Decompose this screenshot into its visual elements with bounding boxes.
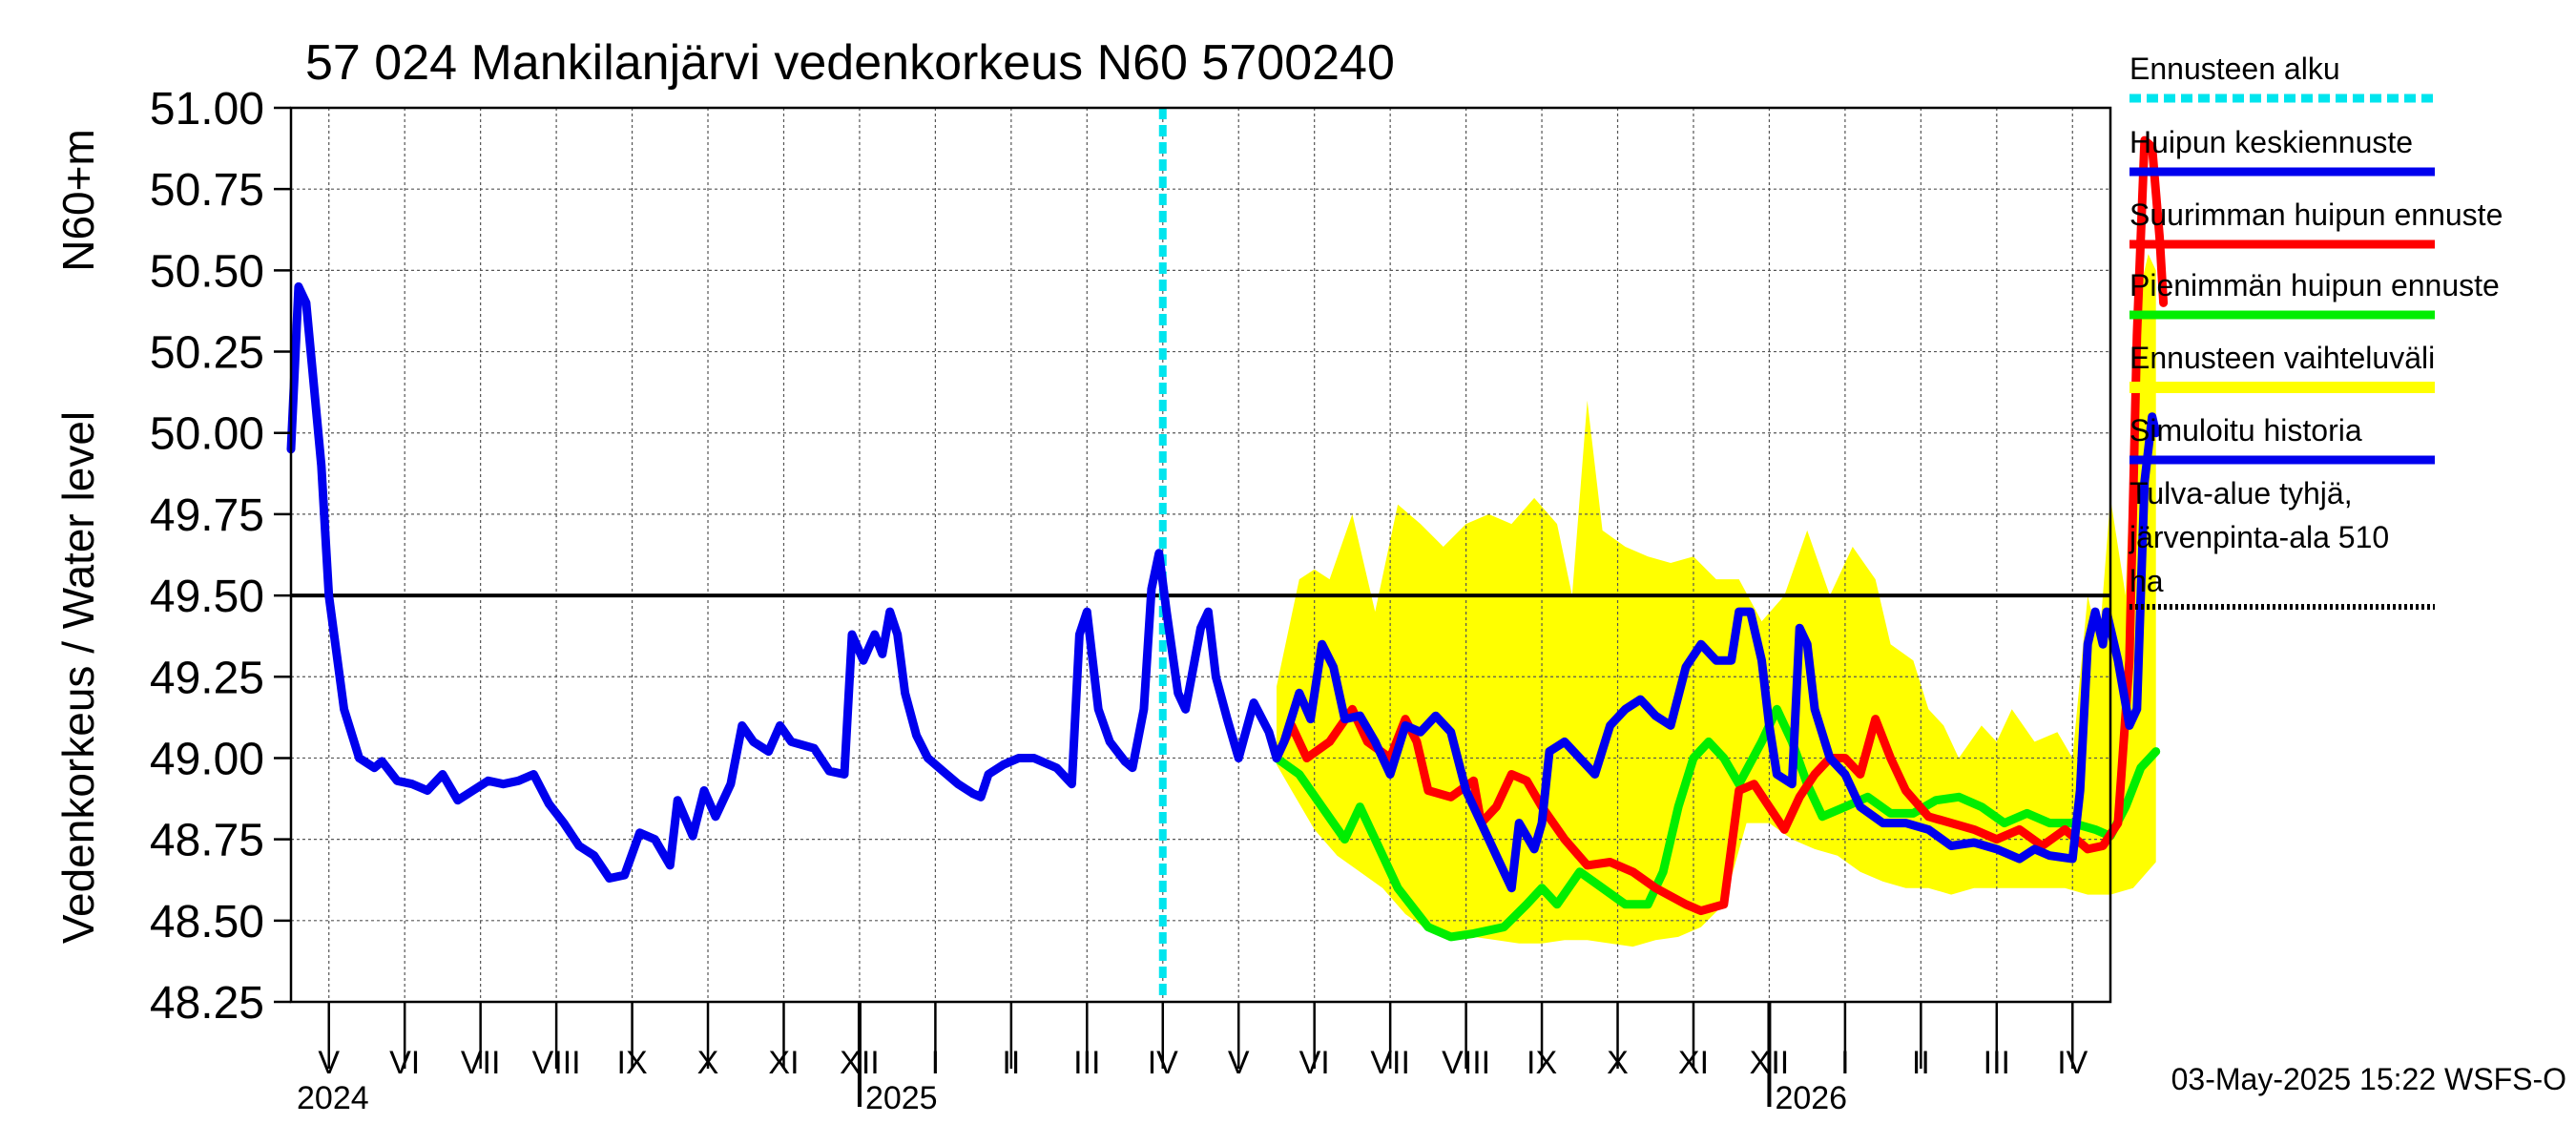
plot-frame bbox=[289, 106, 2112, 1004]
legend-label: Ennusteen alku bbox=[2129, 52, 2340, 86]
chart-title: 57 024 Mankilanjärvi vedenkorkeus N60 57… bbox=[305, 35, 1395, 91]
axes: 51.00 50.75 50.50 50.25 50.00 49.75 49.50 49.25… bbox=[150, 84, 2112, 1116]
legend-label: Simuloitu historia bbox=[2129, 413, 2362, 448]
threshold-legend-label: ha bbox=[2129, 564, 2164, 598]
year-label: 2025 bbox=[865, 1080, 938, 1116]
y-axis-label: Vedenkorkeus / Water level bbox=[53, 411, 103, 944]
legend-label: Ennusteen vaihteluväli bbox=[2129, 341, 2435, 375]
y-tick-label: 50.75 bbox=[150, 165, 264, 216]
series-line-huipun-keskiennuste bbox=[1272, 412, 2161, 893]
y-tick-label: 50.50 bbox=[150, 246, 264, 297]
y-tick-label: 50.25 bbox=[150, 328, 264, 379]
y-tick-label: 48.25 bbox=[150, 978, 264, 1029]
y-tick-label: 48.50 bbox=[150, 897, 264, 947]
series-line-simuloitu-historia bbox=[286, 281, 1281, 883]
y-tick-label: 49.50 bbox=[150, 572, 264, 622]
legend-label: Suurimman huipun ennuste bbox=[2129, 198, 2503, 232]
series-line-pienimm-n-huipun-ennuste bbox=[1272, 704, 2161, 942]
legend-label: Pienimmän huipun ennuste bbox=[2129, 268, 2500, 302]
forecast-range-band bbox=[1277, 254, 2156, 947]
y-tick-label: 48.75 bbox=[150, 816, 264, 866]
y-tick-label: 51.00 bbox=[150, 84, 264, 135]
legend-label: Huipun keskiennuste bbox=[2129, 125, 2413, 159]
timestamp-footer: 03-May-2025 15:22 WSFS-O bbox=[2171, 1062, 2566, 1096]
y-tick-label: 50.00 bbox=[150, 409, 264, 460]
y-axis-unit-label: N60+m bbox=[53, 129, 103, 272]
y-tick-label: 49.25 bbox=[150, 653, 264, 703]
legend: Ennusteen alku Huipun keskiennuste Suurimm… bbox=[2129, 52, 2503, 610]
y-tick-label: 49.75 bbox=[150, 490, 264, 541]
y-tick-label: 49.00 bbox=[150, 734, 264, 784]
year-label: 2026 bbox=[1775, 1080, 1847, 1116]
threshold-legend-label: järvenpinta-ala 510 bbox=[2129, 520, 2389, 554]
year-label: 2024 bbox=[297, 1080, 369, 1116]
threshold-legend-label: Tulva-alue tyhjä, bbox=[2129, 476, 2353, 510]
plot-area bbox=[286, 107, 2169, 1003]
